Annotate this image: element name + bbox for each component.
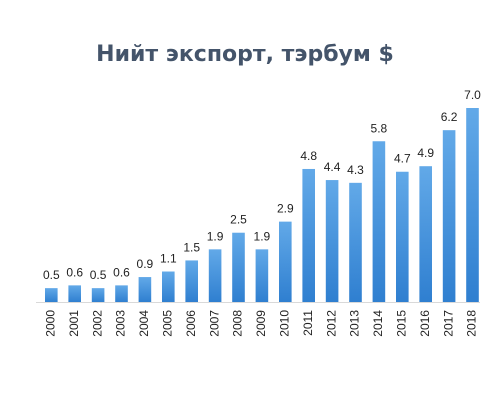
tick-label-2017: 2017 [441, 310, 455, 337]
bar-2012 [325, 180, 339, 302]
bar-2015 [396, 171, 409, 302]
value-label-2014: 5.8 [371, 121, 388, 135]
bar-2007 [208, 249, 222, 302]
bar-2005 [162, 271, 175, 302]
bar-2014 [372, 141, 386, 302]
value-label-2000: 0.5 [43, 268, 60, 282]
bar-2009 [255, 249, 269, 302]
tick-label-2009: 2009 [254, 310, 268, 337]
tick-label-2004: 2004 [137, 310, 151, 337]
tick-label-2016: 2016 [418, 310, 432, 337]
tick-labels-group: 2000 2001 2002 2003 2004 2005 2006 2007 2008 2009… [43, 310, 478, 337]
tick-label-2014: 2014 [371, 310, 385, 337]
tick-label-2000: 2000 [43, 310, 57, 337]
tick-label-2005: 2005 [160, 310, 174, 337]
tick-label-2003: 2003 [114, 310, 128, 337]
value-labels-group: 0.5 0.6 0.5 0.6 0.9 1.1 1.5 1.9 2.5 1.9 2.9 4.8 4.4 4… [43, 88, 481, 282]
value-label-2013: 4.3 [347, 163, 364, 177]
bar-2018 [466, 108, 479, 302]
bar-2017 [442, 130, 456, 302]
bar-2000 [45, 288, 58, 302]
bar-2006 [185, 260, 198, 302]
tick-label-2013: 2013 [348, 310, 362, 337]
bar-2008 [232, 232, 245, 302]
bar-2016 [419, 166, 432, 302]
bar-2002 [91, 288, 105, 302]
bar-2011 [302, 168, 315, 302]
chart-title: Нийт экспорт, тэрбум $ [96, 42, 394, 67]
bar-2013 [349, 182, 362, 302]
value-label-2006: 1.5 [183, 240, 200, 254]
tick-label-2002: 2002 [90, 310, 104, 337]
bar-2001 [68, 285, 81, 302]
bars-group [45, 108, 479, 302]
value-label-2007: 1.9 [207, 229, 224, 243]
value-label-2008: 2.5 [230, 213, 247, 227]
tick-label-2011: 2011 [301, 310, 315, 336]
tick-label-2001: 2001 [67, 310, 81, 337]
tick-label-2012: 2012 [324, 310, 338, 337]
value-label-2011: 4.8 [300, 149, 317, 163]
tick-label-2006: 2006 [184, 310, 198, 337]
value-label-2005: 1.1 [160, 252, 177, 266]
value-label-2016: 4.9 [417, 146, 434, 160]
value-label-2017: 6.2 [441, 110, 458, 124]
value-label-2012: 4.4 [324, 160, 341, 174]
tick-label-2010: 2010 [277, 310, 291, 337]
value-label-2010: 2.9 [277, 202, 294, 216]
value-label-2015: 4.7 [394, 152, 411, 166]
tick-label-2018: 2018 [465, 310, 479, 337]
value-label-2018: 7.0 [464, 88, 481, 102]
bar-2003 [115, 285, 128, 302]
value-label-2003: 0.6 [113, 265, 130, 279]
bar-2004 [138, 277, 152, 302]
value-label-2004: 0.9 [137, 257, 154, 271]
bar-2010 [279, 221, 292, 302]
value-label-2009: 1.9 [254, 229, 271, 243]
tick-label-2008: 2008 [231, 310, 245, 337]
tick-label-2007: 2007 [207, 310, 221, 337]
tick-label-2015: 2015 [394, 310, 408, 337]
value-label-2002: 0.5 [90, 268, 107, 282]
value-label-2001: 0.6 [66, 265, 83, 279]
